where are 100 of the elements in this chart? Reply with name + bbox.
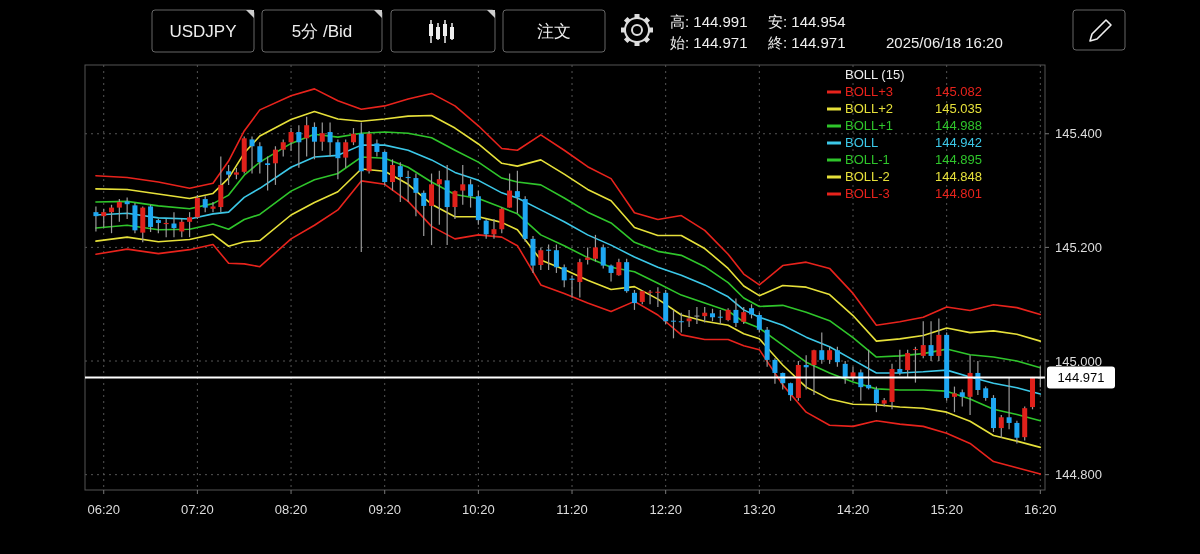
candlestick	[670, 309, 676, 339]
annotation: 145.082	[935, 84, 982, 99]
legend-label: BOLL+1	[845, 118, 894, 133]
candlestick	[343, 138, 349, 169]
candlestick	[491, 218, 497, 240]
candlestick	[772, 357, 778, 385]
candlestick	[499, 207, 505, 234]
x-tick-label: 06:20	[87, 502, 121, 517]
candlestick	[436, 170, 442, 226]
candlestick	[257, 141, 263, 175]
text: 終: 144.971	[767, 34, 846, 51]
text: 高: 144.991	[670, 13, 748, 30]
candlestick	[600, 243, 606, 270]
candlestick	[951, 385, 957, 413]
candlestick	[226, 164, 232, 186]
candlestick	[819, 332, 825, 365]
candlestick	[936, 317, 942, 362]
chart-subtitle: 5分 /Bid	[291, 22, 353, 41]
candlestick	[475, 189, 481, 226]
candlestick	[210, 201, 216, 213]
candlestick	[93, 205, 99, 233]
candlestick	[218, 155, 224, 213]
x-tick-label: 11:20	[556, 502, 588, 517]
candlestick	[553, 243, 559, 274]
annotation: 144.988	[935, 118, 982, 133]
candlestick	[733, 297, 739, 328]
candlestick	[514, 170, 520, 214]
legend-label: BOLL-1	[845, 152, 890, 167]
text: 2025/06/18 16:20	[886, 34, 1003, 51]
candlestick	[460, 164, 466, 206]
candlestick	[101, 208, 107, 229]
legend-label: BOLL+2	[845, 101, 894, 116]
legend-label: BOLL	[845, 135, 879, 150]
candlestick	[148, 204, 154, 233]
candlestick	[912, 346, 918, 384]
x-tick-label: 10:20	[462, 502, 495, 517]
candlestick	[592, 234, 598, 263]
candlestick	[288, 127, 294, 152]
ref-line-label: 144.971	[1057, 370, 1105, 386]
y-tick-label: 145.200	[1055, 239, 1102, 255]
candlestick	[897, 349, 903, 376]
candlestick	[483, 218, 489, 240]
candlestick	[327, 121, 333, 158]
candlestick	[998, 414, 1004, 439]
legend-label: BOLL-2	[845, 169, 890, 184]
candlestick	[265, 155, 271, 192]
candlestick	[187, 211, 193, 238]
candlestick	[928, 320, 934, 362]
legend-title: BOLL (15)	[845, 67, 905, 82]
candlestick	[873, 385, 879, 413]
y-tick-label: 145.400	[1055, 126, 1102, 142]
annotation: 144.801	[935, 186, 982, 201]
candlestick	[304, 116, 310, 158]
candlestick	[811, 349, 817, 396]
candlestick	[842, 360, 848, 385]
candlestick	[608, 263, 614, 283]
candlestick	[678, 312, 684, 334]
candlestick	[397, 161, 403, 203]
candlestick	[905, 349, 911, 379]
candlestick	[561, 263, 567, 288]
candlestick	[296, 124, 302, 169]
x-tick-label: 15:20	[930, 502, 963, 517]
candlestick	[507, 172, 513, 209]
candlestick	[319, 121, 325, 152]
annotation: 145.035	[935, 101, 982, 116]
candlestick	[1014, 420, 1020, 445]
candlestick	[803, 354, 809, 391]
candlestick	[920, 320, 926, 359]
x-tick-label: 14:20	[836, 502, 870, 517]
candlestick	[194, 194, 200, 220]
x-tick-label: 16:20	[1024, 502, 1057, 517]
candlestick	[272, 145, 278, 186]
candlestick	[538, 246, 544, 271]
candlestick	[577, 258, 583, 298]
x-tick-label: 07:20	[181, 502, 214, 517]
text: 注文	[537, 22, 571, 41]
candlestick	[452, 189, 458, 220]
candlestick	[421, 189, 427, 237]
y-tick-label: 144.800	[1055, 467, 1102, 483]
candlestick	[116, 198, 122, 223]
candlestick	[124, 196, 130, 220]
annotation: 144.848	[935, 169, 982, 184]
text: 安: 144.954	[768, 13, 846, 30]
candlestick	[249, 135, 255, 175]
legend-label: BOLL-3	[845, 186, 890, 201]
candlestick	[468, 178, 474, 209]
candlestick	[179, 218, 185, 238]
x-tick-label: 13:20	[743, 502, 776, 517]
annotation: 144.942	[935, 135, 982, 150]
candlestick	[647, 289, 653, 305]
candlestick	[1006, 377, 1012, 430]
annotation: 144.895	[935, 152, 982, 167]
candlestick	[694, 306, 700, 325]
candlestick	[413, 172, 419, 217]
y-tick-label: 145.000	[1055, 353, 1102, 369]
candlestick	[756, 312, 762, 334]
candlestick	[335, 138, 341, 180]
candlestick	[686, 309, 692, 328]
candlestick	[311, 121, 317, 160]
x-tick-label: 08:20	[274, 502, 308, 517]
